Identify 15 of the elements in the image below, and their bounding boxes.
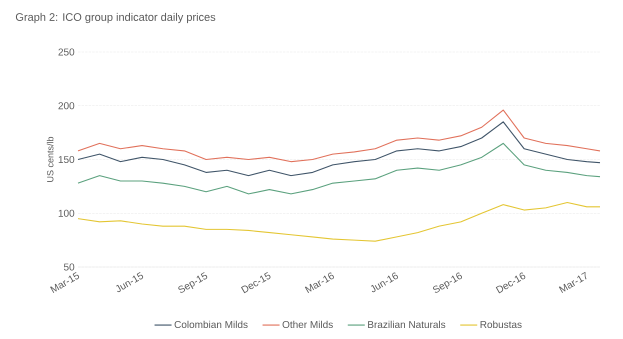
y-tick-label: 250 [58,48,74,56]
legend-label: Robustas [480,320,522,328]
y-axis-title: US cents/lb [46,136,54,182]
line-series [77,121,601,176]
legend-label: Brazilian Naturals [368,320,446,328]
line-series [77,202,601,242]
y-tick-label: 150 [58,156,74,164]
y-tick-label: 200 [58,102,74,110]
y-tick-label: 50 [64,263,74,271]
legend-label: Other Milds [282,320,333,328]
y-tick-label: 100 [58,210,74,217]
line-series [77,142,601,194]
line-series [77,110,601,162]
legend-label: Colombian Milds [174,320,248,328]
chart-title: Graph 2: ICO group indicator daily prices [16,12,216,24]
